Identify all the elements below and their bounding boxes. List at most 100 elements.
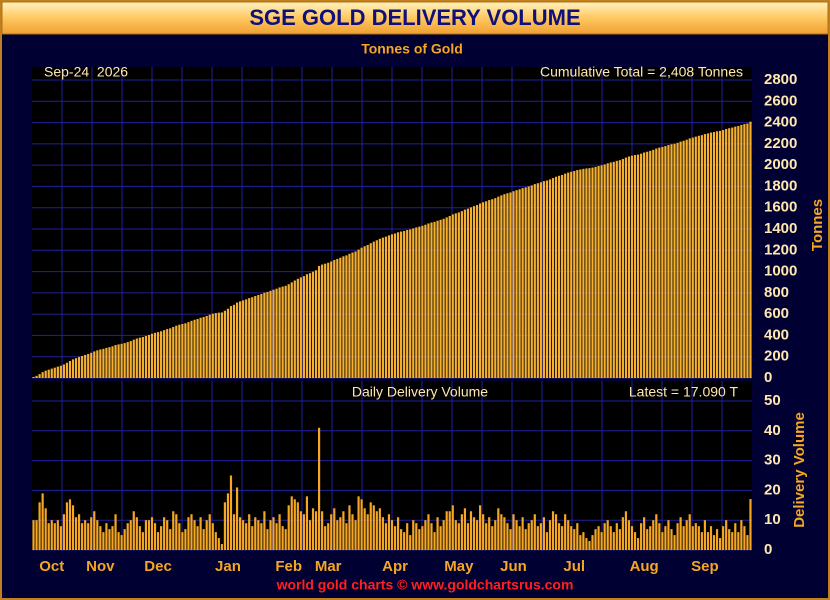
bar <box>71 505 75 550</box>
footer: world gold charts © www.goldchartsrus.co… <box>276 577 574 593</box>
bar <box>494 520 497 550</box>
bar <box>366 244 369 378</box>
bar <box>469 511 473 550</box>
bar <box>554 176 558 378</box>
bar <box>263 511 266 550</box>
bar <box>591 535 594 550</box>
bar <box>439 526 442 550</box>
bar <box>737 125 740 378</box>
bar <box>664 526 667 550</box>
bar <box>44 370 47 378</box>
bar <box>515 190 518 378</box>
bar <box>311 271 315 378</box>
bar <box>144 335 148 378</box>
bar <box>135 517 138 550</box>
bar <box>129 341 132 378</box>
bar <box>144 520 148 550</box>
bar <box>324 526 327 550</box>
bar <box>102 532 105 550</box>
bar <box>327 262 330 378</box>
bar <box>406 229 409 378</box>
bar <box>111 526 114 550</box>
bar <box>545 180 549 378</box>
bar <box>688 514 691 550</box>
bar <box>439 219 442 378</box>
bar <box>190 514 193 550</box>
bar <box>166 329 169 378</box>
bar <box>384 236 388 378</box>
bar <box>41 372 44 378</box>
bar <box>366 514 369 550</box>
bar <box>503 517 506 550</box>
bar <box>615 523 618 550</box>
bar <box>636 538 640 550</box>
bar <box>220 312 223 378</box>
x-tick-label: Dec <box>144 558 172 575</box>
bar <box>105 347 108 378</box>
bar <box>305 496 309 550</box>
x-tick-label: Sep <box>691 558 719 575</box>
bar <box>363 508 366 550</box>
y-tick-label: 600 <box>764 305 789 322</box>
bar <box>722 130 725 378</box>
bar <box>205 520 208 550</box>
bar <box>679 141 682 378</box>
bar <box>132 339 135 378</box>
bar <box>50 368 53 378</box>
bar <box>260 294 263 378</box>
bar <box>612 161 615 378</box>
bar <box>548 179 552 378</box>
bar <box>178 523 181 550</box>
bar <box>585 538 588 550</box>
bar <box>184 323 187 378</box>
bar <box>633 155 637 378</box>
bar <box>242 300 245 378</box>
y-tick-label: 50 <box>764 392 781 409</box>
bar <box>351 514 354 550</box>
bar <box>217 538 220 550</box>
bar <box>725 520 728 550</box>
bar <box>700 532 703 550</box>
bar <box>521 517 524 550</box>
bar <box>266 291 269 378</box>
bar <box>245 299 248 378</box>
bar <box>585 168 588 378</box>
bar <box>299 277 302 378</box>
bar <box>147 520 151 550</box>
x-tick-label: Feb <box>275 558 302 575</box>
bar <box>673 535 676 550</box>
bar <box>424 224 427 378</box>
bar <box>557 175 561 378</box>
bar <box>433 221 436 378</box>
bar <box>670 529 673 550</box>
bar <box>187 322 190 378</box>
bar <box>491 199 494 378</box>
bar <box>539 523 542 550</box>
bar <box>345 523 348 550</box>
bar <box>114 514 117 550</box>
bar <box>275 288 278 378</box>
bar <box>160 526 163 550</box>
bar <box>314 511 318 550</box>
bar <box>360 247 363 378</box>
bar <box>156 532 160 550</box>
bar <box>454 213 457 378</box>
bar <box>290 282 293 378</box>
x-tick-label: Nov <box>86 558 115 575</box>
bar <box>381 237 384 378</box>
bar <box>652 520 655 550</box>
bar <box>497 508 500 550</box>
bar <box>557 523 561 550</box>
bar <box>287 505 290 550</box>
bar <box>226 308 230 378</box>
bar <box>84 520 87 550</box>
bar <box>725 128 728 378</box>
x-tick-label: Jul <box>563 558 585 575</box>
bar <box>348 253 351 378</box>
bar <box>506 523 509 550</box>
bar <box>71 359 75 378</box>
bar <box>612 532 615 550</box>
bar <box>743 526 746 550</box>
bar <box>293 499 296 550</box>
bar <box>226 493 230 550</box>
